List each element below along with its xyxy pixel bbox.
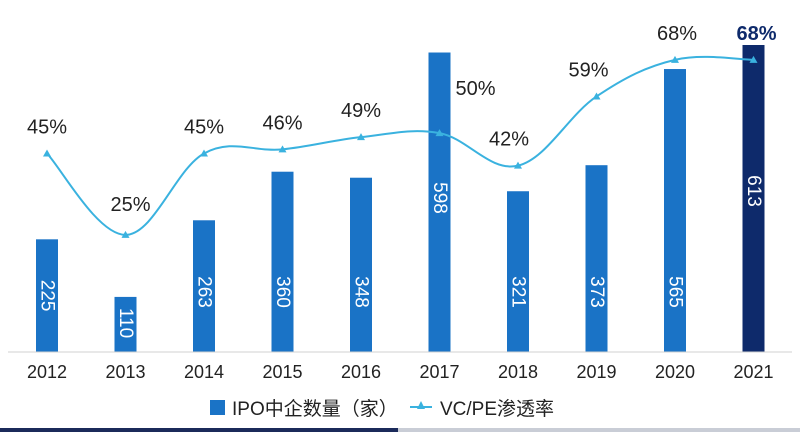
line-marker-2020 [671, 55, 679, 63]
legend-label-vcpe: VC/PE渗透率 [440, 398, 555, 420]
line-value-label-2018: 42% [489, 129, 529, 151]
legend-item-ipo: IPO中企数量（家） [210, 392, 398, 422]
x-tick-label-2015: 2015 [262, 362, 302, 382]
line-value-label-2014: 45% [184, 116, 224, 138]
x-tick-label-2020: 2020 [655, 362, 695, 382]
bar-value-label-2019: 373 [586, 276, 607, 308]
line-marker-2021 [749, 55, 758, 63]
bar-2020 [664, 69, 686, 352]
bar-2014 [193, 220, 215, 352]
legend-item-vcpe: VC/PE渗透率 [410, 392, 554, 422]
line-marker-2019 [592, 92, 601, 100]
chart: 225 110 263 360 348 598 321 373 565 613 2012 2013 2… [8, 23, 792, 382]
bar-2017 [428, 52, 451, 352]
line-marker-2012 [43, 149, 51, 157]
x-tick-label-2019: 2019 [576, 362, 616, 382]
x-tick-label-2014: 2014 [184, 362, 224, 382]
line-value-label-2019: 59% [568, 59, 608, 81]
bar-value-label-2012: 225 [37, 280, 58, 312]
line-value-label-2016: 49% [341, 100, 381, 122]
x-tick-label-2016: 2016 [341, 362, 381, 382]
bar-2013 [114, 296, 137, 352]
legend-label-ipo: IPO中企数量（家） [232, 398, 398, 420]
legend: IPO中企数量（家） VC/PE渗透率 [0, 392, 800, 422]
line-marker-2013 [121, 230, 130, 238]
bar-2015 [271, 171, 294, 352]
bar-2021 [742, 45, 765, 352]
line-marker-2016 [357, 133, 365, 141]
x-tick-label-2018: 2018 [498, 362, 538, 382]
line-marker-2017 [435, 129, 444, 137]
bar-2019 [585, 165, 608, 352]
line-value-label-2021: 68% [736, 23, 776, 45]
legend-swatch-line [410, 400, 432, 414]
bar-2018 [507, 191, 529, 352]
bar-value-label-2016: 348 [351, 276, 372, 308]
line-value-label-2020: 68% [657, 23, 697, 45]
footer-bar-dark [0, 428, 398, 432]
vcpe-line [46, 55, 754, 236]
x-tick-label-2021: 2021 [733, 362, 773, 382]
bar-value-label-2017: 598 [429, 182, 450, 214]
footer-bar-light [398, 428, 800, 432]
line-value-label-2013: 25% [110, 194, 150, 216]
bar-value-label-2018: 321 [508, 276, 529, 308]
bar-2012 [36, 239, 58, 352]
line-value-label-2017: 50% [455, 78, 495, 100]
bar-value-label-2015: 360 [272, 276, 293, 308]
bar-value-label-2021: 613 [743, 175, 764, 207]
line-value-label-2015: 46% [262, 112, 302, 134]
x-tick-label-2017: 2017 [419, 362, 459, 382]
line-marker-2014 [200, 149, 208, 157]
line-marker-2015 [278, 145, 287, 153]
x-tick-label-2013: 2013 [105, 362, 145, 382]
line-value-label-2012: 45% [27, 116, 67, 138]
bar-2016 [350, 177, 372, 352]
line-marker-2018 [514, 161, 522, 169]
x-tick-label-2012: 2012 [27, 362, 67, 382]
legend-swatch-bar [210, 399, 225, 415]
bar-value-label-2020: 565 [665, 276, 686, 308]
bar-value-label-2013: 110 [115, 308, 136, 338]
bar-value-label-2014: 263 [194, 276, 215, 308]
